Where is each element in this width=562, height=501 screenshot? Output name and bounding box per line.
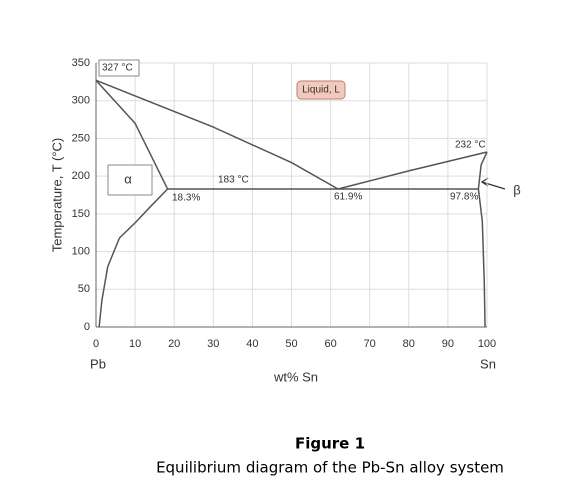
beta-arrow-head (480, 177, 489, 187)
figure-label: Figure 1 (295, 435, 365, 453)
x-tick-label: 80 (403, 338, 415, 350)
x-tick-label: 40 (246, 338, 258, 350)
phase-boundary (337, 151, 488, 190)
x-tick-label: 60 (324, 338, 336, 350)
annotation: 97.8% (450, 192, 478, 203)
x-tick-label: 10 (129, 338, 141, 350)
y-tick-label: 200 (72, 170, 90, 182)
label-box (98, 59, 140, 77)
annotation: β (513, 182, 520, 197)
phase-boundary (477, 151, 488, 190)
y-tick-label: 150 (72, 208, 90, 220)
annotation: 232 °C (455, 140, 486, 151)
caption: Equilibrium diagram of the Pb-Sn alloy s… (156, 459, 504, 477)
label-box (107, 164, 153, 196)
y-tick-label: 250 (72, 132, 90, 144)
beta-arrow (481, 181, 506, 190)
x-tick-label: 50 (285, 338, 297, 350)
phase-boundary (95, 79, 339, 190)
annotation: 61.9% (334, 192, 362, 203)
x-tick-label: 0 (93, 338, 99, 350)
annotation: 18.3% (172, 193, 200, 204)
x-end-label: Pb (90, 356, 106, 371)
x-tick-label: 100 (478, 338, 496, 350)
phase-boundary (95, 79, 169, 190)
annotation: 327 °C (102, 63, 133, 74)
y-tick-label: 350 (72, 57, 90, 69)
annotation: 183 °C (218, 175, 249, 186)
y-tick-label: 50 (78, 283, 90, 295)
y-tick-label: 300 (72, 95, 90, 107)
x-end-label: Sn (480, 356, 496, 371)
phase-boundary (477, 188, 486, 328)
x-tick-label: 30 (207, 338, 219, 350)
y-axis-label: Temperature, T (°C) (49, 138, 64, 253)
annotation: α (124, 171, 132, 186)
x-tick-label: 20 (168, 338, 180, 350)
x-axis-label: wt% Sn (273, 369, 318, 384)
label-box (296, 80, 346, 100)
y-tick-label: 100 (72, 245, 90, 257)
annotation: Liquid, L (302, 85, 340, 96)
phase-boundary (98, 188, 169, 328)
x-tick-label: 70 (364, 338, 376, 350)
x-tick-label: 90 (442, 338, 454, 350)
y-tick-label: 0 (84, 321, 90, 333)
